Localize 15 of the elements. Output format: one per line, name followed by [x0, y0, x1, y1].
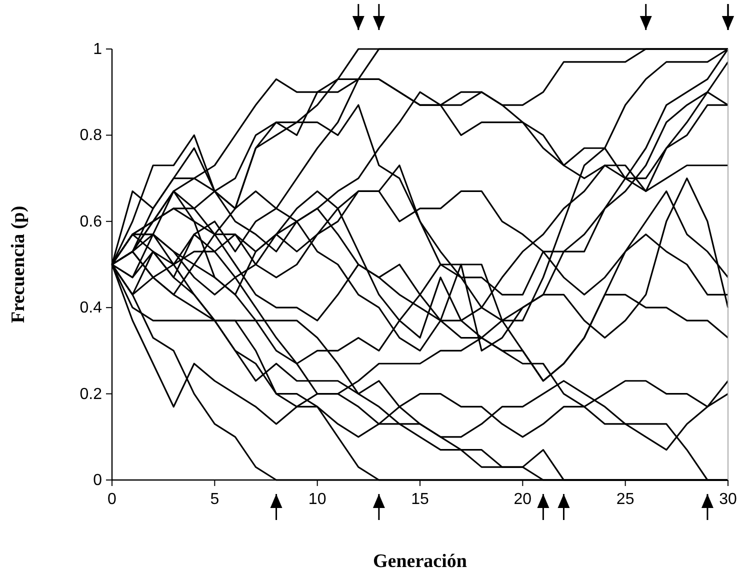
- y-tick-label: 0.4: [80, 300, 102, 317]
- x-tick-label: 15: [411, 491, 429, 508]
- y-tick-label: 0.2: [80, 386, 102, 403]
- y-axis-title: Frecuencia (p): [8, 206, 29, 324]
- x-tick-label: 25: [616, 491, 634, 508]
- y-tick-label: 0.8: [80, 127, 102, 144]
- y-tick-label: 0: [93, 472, 102, 489]
- y-tick-label: 1: [93, 41, 102, 58]
- x-tick-label: 5: [210, 491, 220, 508]
- x-tick-label: 30: [719, 491, 737, 508]
- x-tick-label: 20: [514, 491, 532, 508]
- y-tick-label: 0.6: [80, 213, 102, 230]
- x-tick-label: 10: [308, 491, 326, 508]
- x-axis-title: Generación: [373, 551, 468, 572]
- x-tick-label: 0: [108, 491, 117, 508]
